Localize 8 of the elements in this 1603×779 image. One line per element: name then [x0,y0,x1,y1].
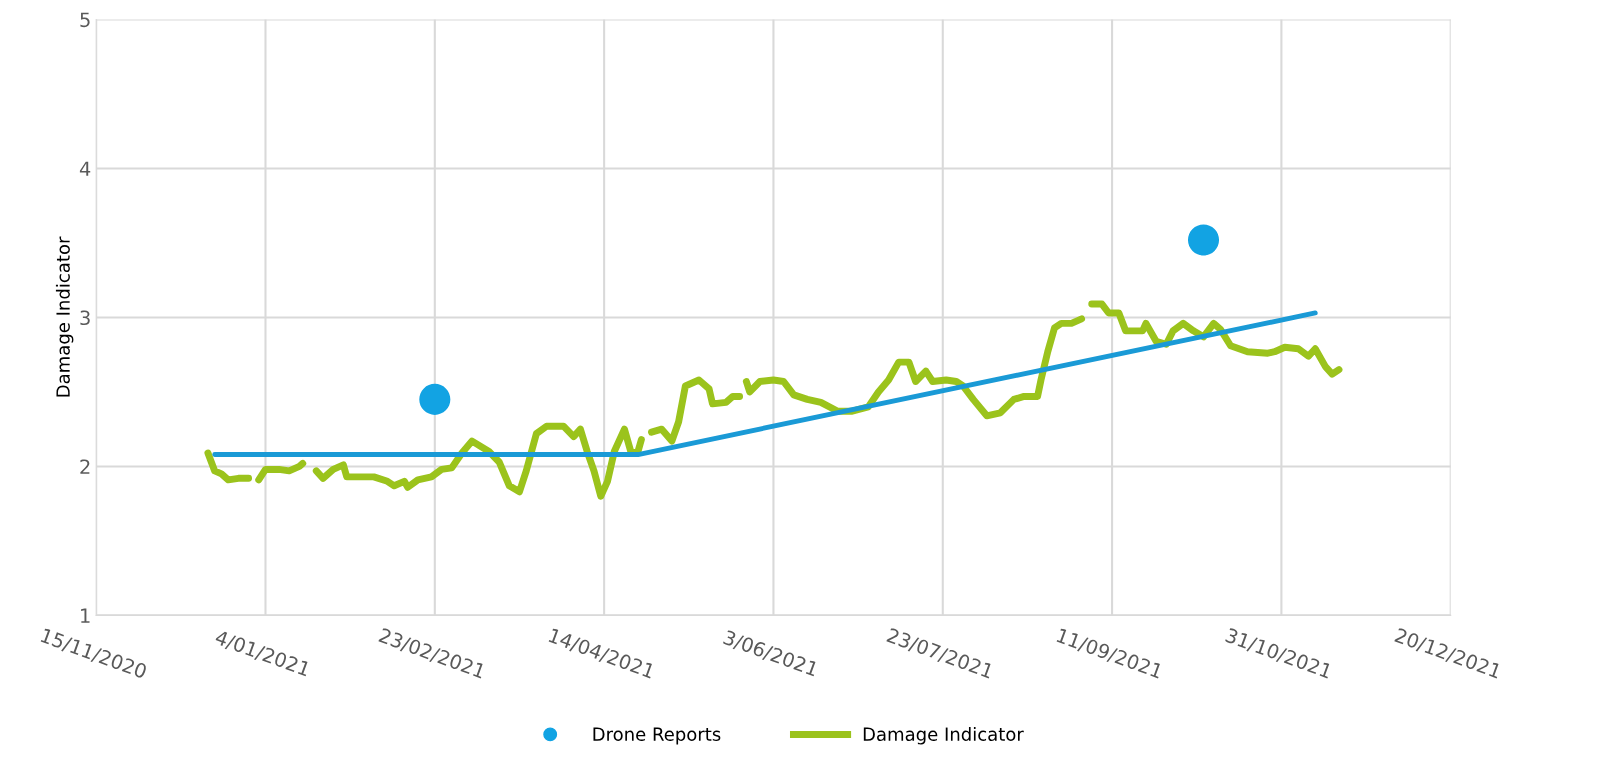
y-tick-label: 4 [79,161,91,176]
legend-label: Damage Indicator [863,727,1024,745]
y-axis-title: Damage Indicator [55,236,74,397]
y-tick-label: 5 [80,12,90,28]
y-tick-label: 3 [80,310,90,326]
legend-label: Drone Reports [593,727,721,745]
y-tick-label: 1 [81,608,90,623]
y-tick-label: 2 [80,459,90,474]
